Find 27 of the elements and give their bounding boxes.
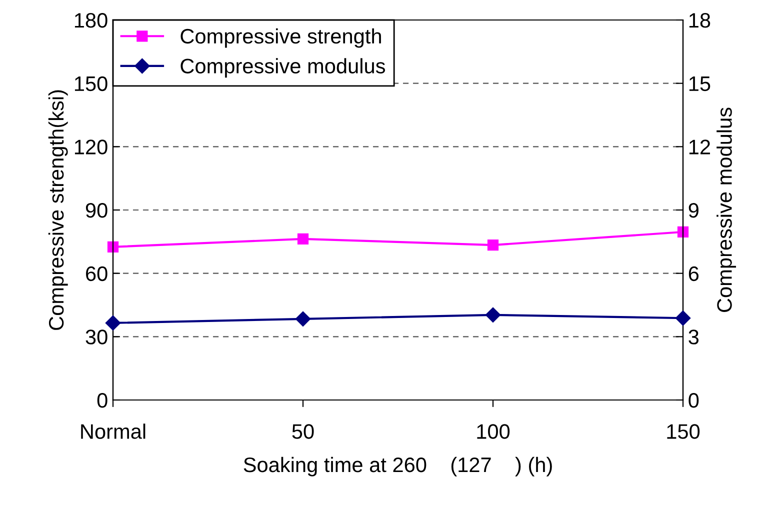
y2-tick-label: 9 [688,203,698,218]
y2-tick-label: 0 [688,393,699,408]
y-tick-label: 120 [74,140,108,154]
x-tick-label: 100 [477,424,510,439]
y2-tick-label: 12 [689,140,710,154]
y-tick-label: 0 [97,393,108,408]
legend-label: Compressive modulus [180,58,386,78]
x-tick-label: 150 [667,424,700,439]
y2-axis-title: Compressive modulus [716,108,736,312]
y-tick-label: 30 [86,330,108,344]
y-axis-title: Compressive strength(ksi) [48,90,68,330]
legend-label: Compressive strength [180,28,381,48]
x-axis-title: Soaking time at 260 (127 ) (h) [244,456,552,476]
point [297,233,309,244]
y2-tick-label: 15 [689,76,710,92]
y2-tick-label: 18 [689,13,710,28]
y2-tick-label: 3 [688,330,699,344]
y-tick-label: 150 [74,76,108,92]
x-tick-label: Normal [81,424,146,439]
point [107,241,119,252]
point [487,239,499,251]
point [677,226,689,238]
y-tick-label: 90 [86,203,108,218]
x-tick-label: 50 [292,424,314,439]
y2-tick-label: 6 [688,266,699,282]
y-tick-label: 60 [86,266,108,282]
y-tick-label: 180 [74,13,108,28]
